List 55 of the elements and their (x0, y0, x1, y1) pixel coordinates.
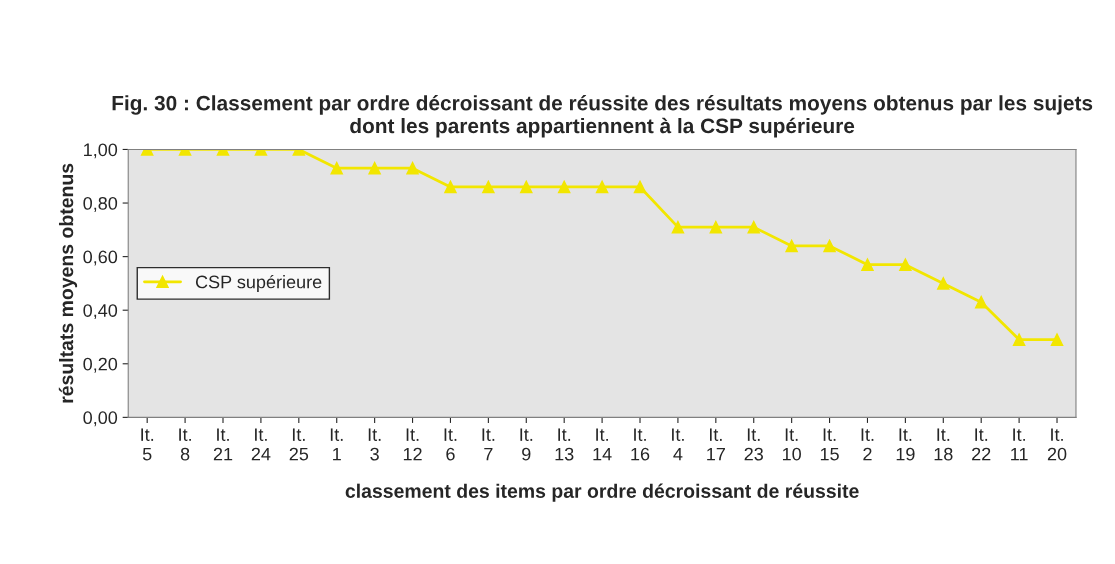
y-tick-label: 0,40 (83, 304, 118, 320)
point (330, 161, 343, 175)
x-tick-label: It. 12 (403, 428, 422, 461)
x-tick-label: It. 20 (1047, 428, 1067, 461)
x-tick-label: It. 5 (141, 428, 154, 461)
point (482, 180, 495, 194)
x-tick-label: It. 11 (1011, 428, 1028, 461)
point (444, 180, 457, 194)
x-tick-label: It. 8 (179, 428, 191, 461)
point (974, 295, 988, 309)
y-tick-label: 0,80 (83, 196, 118, 212)
point (633, 180, 647, 194)
point (709, 220, 723, 234)
x-tick-label: It. 19 (896, 428, 915, 461)
point (1050, 333, 1064, 346)
y-tick-label: 0,60 (83, 250, 118, 266)
x-tick-label: It. 22 (972, 428, 991, 461)
point (557, 180, 571, 194)
point (595, 180, 609, 194)
x-tick-label: It. 25 (289, 428, 309, 461)
x-tick-label: It. 2 (861, 428, 874, 461)
point (823, 239, 836, 253)
point (520, 180, 533, 194)
point (368, 161, 381, 175)
chart-title: Fig. 30 : Classement par ordre décroissant de réussite des résultats moyens obtenus par les sujets dont les parents appartiennent à la CSP supérieure (112, 95, 1093, 138)
x-tick-label: It. 9 (520, 428, 533, 461)
y-tick-label: 0,00 (83, 411, 118, 427)
x-tick-label: It. 17 (707, 428, 725, 461)
x-tick-label: It. 3 (368, 428, 381, 461)
y-axis-title: résultats moyens obtenus (58, 163, 78, 403)
x-tick-label: It. 14 (593, 428, 612, 461)
x-tick-label: It. 7 (482, 428, 495, 461)
x-tick-label: It. 24 (251, 428, 271, 461)
point (937, 277, 950, 290)
x-tick-label: It. 21 (213, 428, 233, 461)
point (406, 161, 419, 175)
point (785, 239, 798, 253)
x-tick-label: It. 16 (631, 428, 650, 461)
x-tick-label: It. 23 (744, 428, 763, 461)
point (747, 220, 760, 234)
x-tick-label: It. 15 (820, 428, 839, 461)
x-tick-label: It. 13 (555, 428, 574, 461)
point (861, 258, 874, 271)
point (899, 258, 912, 271)
point (1012, 333, 1026, 346)
x-tick-label: It. 10 (782, 428, 801, 461)
x-tick-label: It. 6 (444, 428, 457, 461)
point (671, 220, 685, 234)
x-axis-title: classement des items par ordre décroissant de réussite (345, 483, 859, 502)
x-tick-label: It. 4 (672, 428, 684, 461)
y-tick-label: 0,20 (83, 357, 118, 373)
x-tick-label: It. 1 (330, 428, 343, 461)
legend-label: CSP supérieure (195, 274, 322, 292)
y-tick-label: 1,00 (84, 143, 118, 159)
x-tick-label: It. 18 (934, 428, 953, 461)
